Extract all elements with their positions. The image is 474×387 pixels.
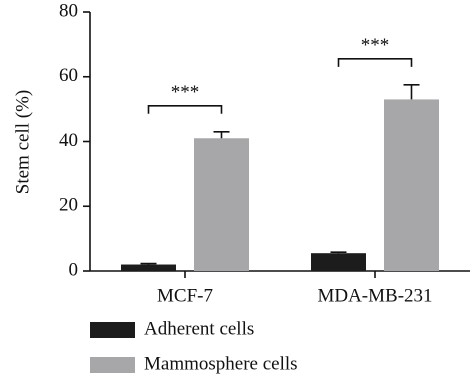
significance-bracket [337, 58, 413, 67]
y-tick-label: 40 [59, 130, 78, 151]
x-tick-label: MCF-7 [157, 285, 213, 306]
y-tick-label: 0 [69, 259, 79, 280]
bar [311, 253, 366, 271]
x-tick-label: MDA-MB-231 [317, 285, 432, 306]
significance-label: *** [171, 82, 200, 103]
error-bar [213, 130, 230, 139]
y-tick-label: 60 [59, 65, 78, 86]
legend-swatch [90, 357, 135, 373]
error-bar [140, 262, 157, 265]
legend-swatch [90, 322, 135, 338]
bar [384, 99, 439, 271]
legend-label: Mammosphere cells [144, 353, 298, 374]
bar [121, 264, 176, 271]
y-tick-label: 20 [59, 195, 78, 216]
error-bar [330, 251, 347, 254]
y-axis-label: Stem cell (%) [12, 90, 33, 194]
bar [194, 138, 249, 271]
significance-bracket [147, 104, 223, 114]
legend-label: Adherent cells [144, 318, 254, 339]
y-tick-label: 80 [59, 0, 78, 21]
error-bar [403, 84, 420, 100]
significance-label: *** [361, 35, 390, 56]
